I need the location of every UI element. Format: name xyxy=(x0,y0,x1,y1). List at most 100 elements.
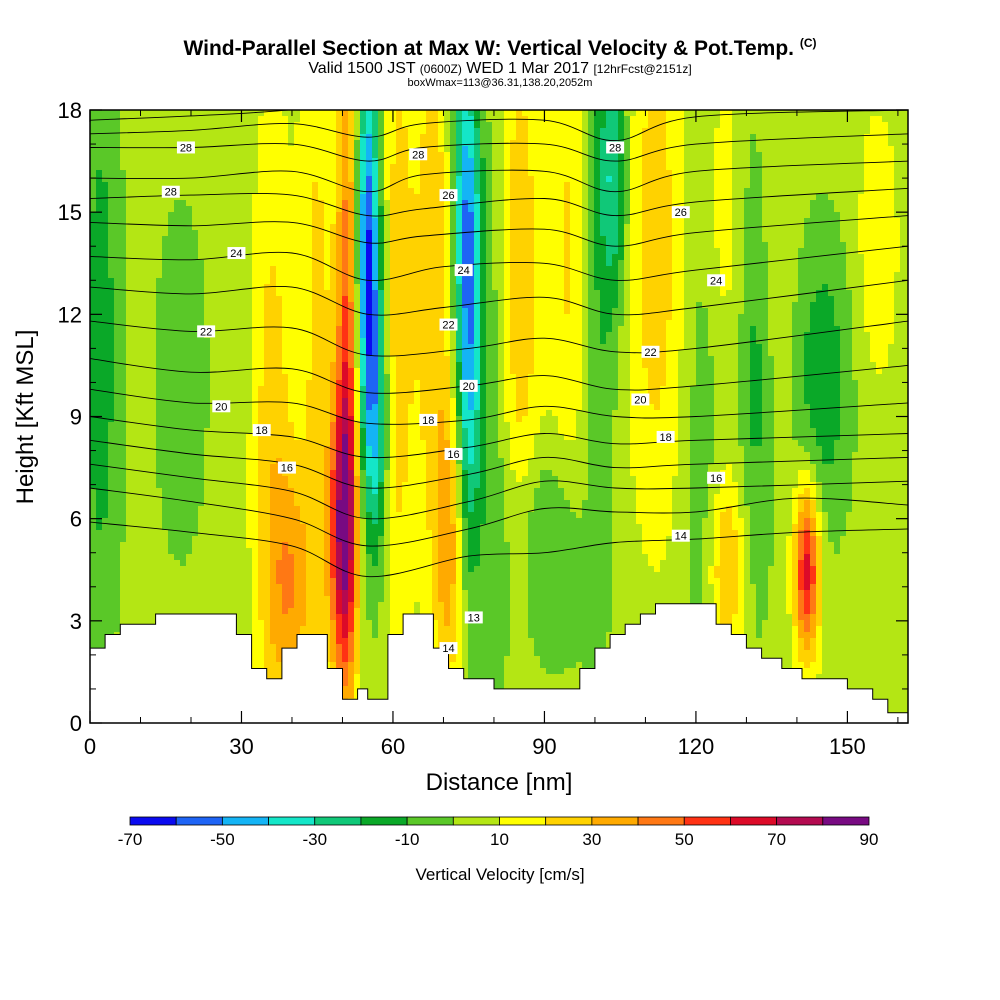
velocity-cell xyxy=(138,440,145,447)
velocity-cell xyxy=(132,458,139,465)
velocity-cell xyxy=(210,458,217,465)
velocity-cell xyxy=(204,272,211,279)
velocity-cell xyxy=(210,608,217,615)
velocity-cell xyxy=(210,200,217,207)
velocity-cell xyxy=(258,266,265,273)
velocity-cell xyxy=(252,218,259,225)
velocity-cell xyxy=(186,350,193,357)
velocity-cell xyxy=(198,542,205,549)
velocity-cell xyxy=(252,470,259,477)
velocity-cell xyxy=(210,356,217,363)
velocity-cell xyxy=(342,272,349,279)
velocity-cell xyxy=(120,116,127,123)
velocity-cell xyxy=(168,296,175,303)
velocity-cell xyxy=(96,338,103,345)
velocity-cell xyxy=(174,200,181,207)
velocity-cell xyxy=(264,128,271,135)
velocity-cell xyxy=(228,152,235,159)
velocity-cell xyxy=(246,494,253,501)
velocity-cell xyxy=(222,596,229,603)
velocity-cell xyxy=(198,548,205,555)
velocity-cell xyxy=(198,392,205,399)
velocity-cell xyxy=(282,242,289,249)
velocity-cell xyxy=(186,500,193,507)
velocity-cell xyxy=(354,296,361,303)
velocity-cell xyxy=(222,152,229,159)
velocity-cell xyxy=(192,158,199,165)
velocity-cell xyxy=(126,458,133,465)
velocity-cell xyxy=(228,338,235,345)
velocity-cell xyxy=(354,656,361,663)
velocity-cell xyxy=(324,206,331,213)
velocity-cell xyxy=(120,464,127,471)
velocity-cell xyxy=(294,206,301,213)
velocity-cell xyxy=(96,416,103,423)
velocity-cell xyxy=(312,590,319,597)
velocity-cell xyxy=(306,176,313,183)
velocity-cell xyxy=(108,134,115,141)
velocity-cell xyxy=(318,242,325,249)
velocity-cell xyxy=(264,164,271,171)
velocity-cell xyxy=(180,326,187,333)
velocity-cell xyxy=(282,194,289,201)
velocity-cell xyxy=(180,272,187,279)
velocity-cell xyxy=(240,452,247,459)
velocity-cell xyxy=(132,404,139,411)
velocity-cell xyxy=(204,434,211,441)
velocity-cell xyxy=(300,284,307,291)
velocity-cell xyxy=(372,266,379,273)
velocity-cell xyxy=(108,518,115,525)
velocity-cell xyxy=(264,410,271,417)
velocity-cell xyxy=(144,542,151,549)
velocity-cell xyxy=(306,596,313,603)
velocity-cell xyxy=(354,302,361,309)
velocity-cell xyxy=(108,188,115,195)
velocity-cell xyxy=(330,194,337,201)
velocity-cell xyxy=(258,392,265,399)
velocity-cell xyxy=(126,470,133,477)
velocity-cell xyxy=(360,458,367,465)
velocity-cell xyxy=(120,284,127,291)
velocity-cell xyxy=(90,422,97,429)
velocity-cell xyxy=(354,476,361,483)
velocity-cell xyxy=(90,506,97,513)
velocity-cell xyxy=(210,344,217,351)
velocity-cell xyxy=(342,416,349,423)
velocity-cell xyxy=(90,218,97,225)
velocity-cell xyxy=(306,200,313,207)
velocity-cell xyxy=(336,560,343,567)
velocity-cell xyxy=(324,488,331,495)
velocity-cell xyxy=(222,362,229,369)
velocity-cell xyxy=(318,584,325,591)
velocity-cell xyxy=(300,530,307,537)
velocity-cell xyxy=(342,314,349,321)
velocity-cell xyxy=(168,326,175,333)
velocity-cell xyxy=(222,248,229,255)
velocity-cell xyxy=(372,548,379,555)
velocity-cell xyxy=(198,134,205,141)
velocity-cell xyxy=(162,266,169,273)
velocity-cell xyxy=(150,128,157,135)
velocity-cell xyxy=(162,278,169,285)
velocity-cell xyxy=(246,128,253,135)
velocity-cell xyxy=(360,350,367,357)
velocity-cell xyxy=(252,518,259,525)
velocity-cell xyxy=(144,134,151,141)
velocity-cell xyxy=(276,446,283,453)
velocity-cell xyxy=(330,488,337,495)
velocity-cell xyxy=(300,428,307,435)
velocity-cell xyxy=(156,596,163,603)
velocity-cell xyxy=(90,164,97,171)
velocity-cell xyxy=(90,266,97,273)
velocity-cell xyxy=(174,590,181,597)
velocity-cell xyxy=(270,626,277,633)
velocity-cell xyxy=(234,140,241,147)
velocity-cell xyxy=(222,470,229,477)
velocity-cell xyxy=(156,560,163,567)
velocity-cell xyxy=(210,272,217,279)
velocity-cell xyxy=(222,482,229,489)
velocity-cell xyxy=(258,314,265,321)
velocity-cell xyxy=(306,308,313,315)
velocity-cell xyxy=(252,446,259,453)
velocity-cell xyxy=(96,452,103,459)
